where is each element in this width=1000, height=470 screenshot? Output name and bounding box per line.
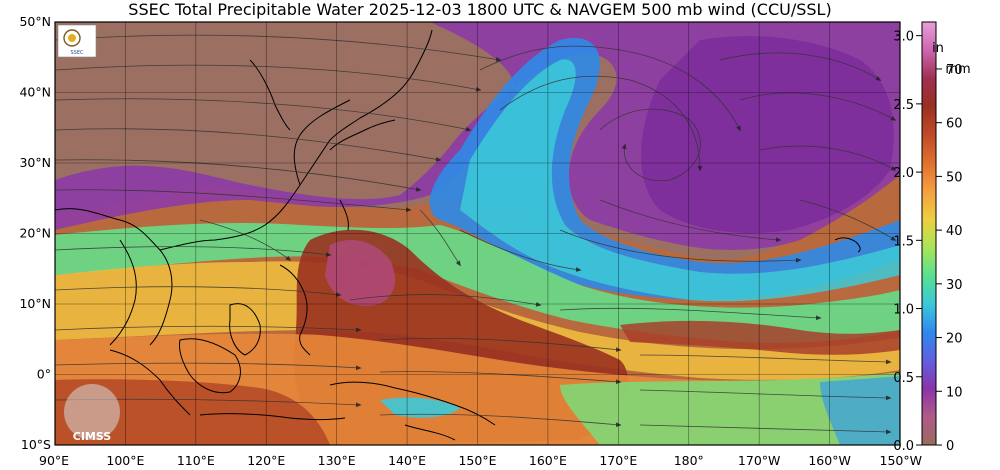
latitude-tick-label: 10°S <box>21 437 51 452</box>
chart-title: SSEC Total Precipitable Water 2025-12-03… <box>128 0 832 19</box>
colorbar-mm-label: 20 <box>946 332 963 347</box>
red-south-west <box>55 379 330 445</box>
cyan-new-guinea <box>380 397 460 418</box>
coastlines <box>55 29 861 441</box>
map-frame <box>54 21 901 446</box>
longitude-tick-label: 140°E <box>388 453 426 468</box>
latitude-tick-label: 30°N <box>19 155 51 170</box>
latitude-tick-label: 0° <box>37 367 51 382</box>
colorbar-mm-unit: mm <box>945 62 970 77</box>
longitude-tick-label: 100°E <box>106 453 144 468</box>
colorbar-mm-label: 70 <box>946 63 963 78</box>
longitude-tick-label: 170°W <box>738 453 780 468</box>
colorbar-mm-label: 40 <box>946 224 963 239</box>
longitude-tick-label: 160°E <box>529 453 567 468</box>
longitude-tick-label: 130°E <box>318 453 356 468</box>
latitude-tick-label: 50°N <box>19 14 51 29</box>
longitude-tick-label: 170°E <box>599 453 637 468</box>
colorbar-inch-label: 1.0 <box>893 303 914 318</box>
map-area: SSEC CIMSS <box>55 22 900 445</box>
colorbar-inch-label: 2.5 <box>893 98 914 113</box>
longitude-tick-label: 150°W <box>880 453 922 468</box>
cimss-logo-text: CIMSS <box>73 430 112 443</box>
latitude-tick-label: 40°N <box>19 85 51 100</box>
longitude-tick-label: 180° <box>674 453 704 468</box>
magenta-patch <box>325 240 395 306</box>
graticule <box>55 22 900 445</box>
red-band-east <box>620 320 900 355</box>
colorbar-inch-label: 0.5 <box>893 371 914 386</box>
colorbar-mm-label: 50 <box>946 170 963 185</box>
colorbar: 0.0 0.5 1.0 1.5 2.0 2.5 3.0 0 10 20 30 40 50 60 70 in… <box>893 21 971 454</box>
ssec-logo: SSEC <box>57 24 97 58</box>
longitude-tick-label: 160°W <box>808 453 850 468</box>
colorbar-mm-label: 30 <box>946 278 963 293</box>
latitude-tick-label: 20°N <box>19 226 51 241</box>
longitude-tick-label: 150°E <box>458 453 496 468</box>
colorbar-inch-label: 2.0 <box>893 166 914 181</box>
longitude-tick-label: 90°E <box>39 453 69 468</box>
colorbar-mm-scale: 0 10 20 30 40 50 60 70 <box>936 63 963 454</box>
colorbar-mm-label: 0 <box>946 439 954 454</box>
colorbar-bar <box>921 21 937 446</box>
cyan-plume <box>460 59 900 302</box>
cimss-logo: CIMSS <box>64 384 120 443</box>
latitude-tick-label: 10°N <box>19 296 51 311</box>
colorbar-mm-label: 60 <box>946 117 963 132</box>
blue-south-east <box>820 376 900 445</box>
longitude-tick-label: 110°E <box>177 453 215 468</box>
ssec-logo-text: SSEC <box>71 50 85 56</box>
latitude-axis: 50°N 40°N 30°N 20°N 10°N 0° 10°S <box>19 14 51 452</box>
colorbar-inch-label: 3.0 <box>893 30 914 45</box>
longitude-tick-label: 120°E <box>247 453 285 468</box>
colorbar-inch-scale: 0.0 0.5 1.0 1.5 2.0 2.5 3.0 <box>893 30 922 454</box>
longitude-axis: 90°E 100°E 110°E 120°E 130°E 140°E 150°E 160°E 1… <box>39 453 922 468</box>
wind-streamlines <box>55 34 897 435</box>
colorbar-inch-unit: in <box>932 41 944 56</box>
colorbar-inch-label: 1.5 <box>893 234 914 249</box>
colorbar-inch-label: 0.0 <box>893 439 914 454</box>
colorbar-mm-label: 10 <box>946 385 963 400</box>
